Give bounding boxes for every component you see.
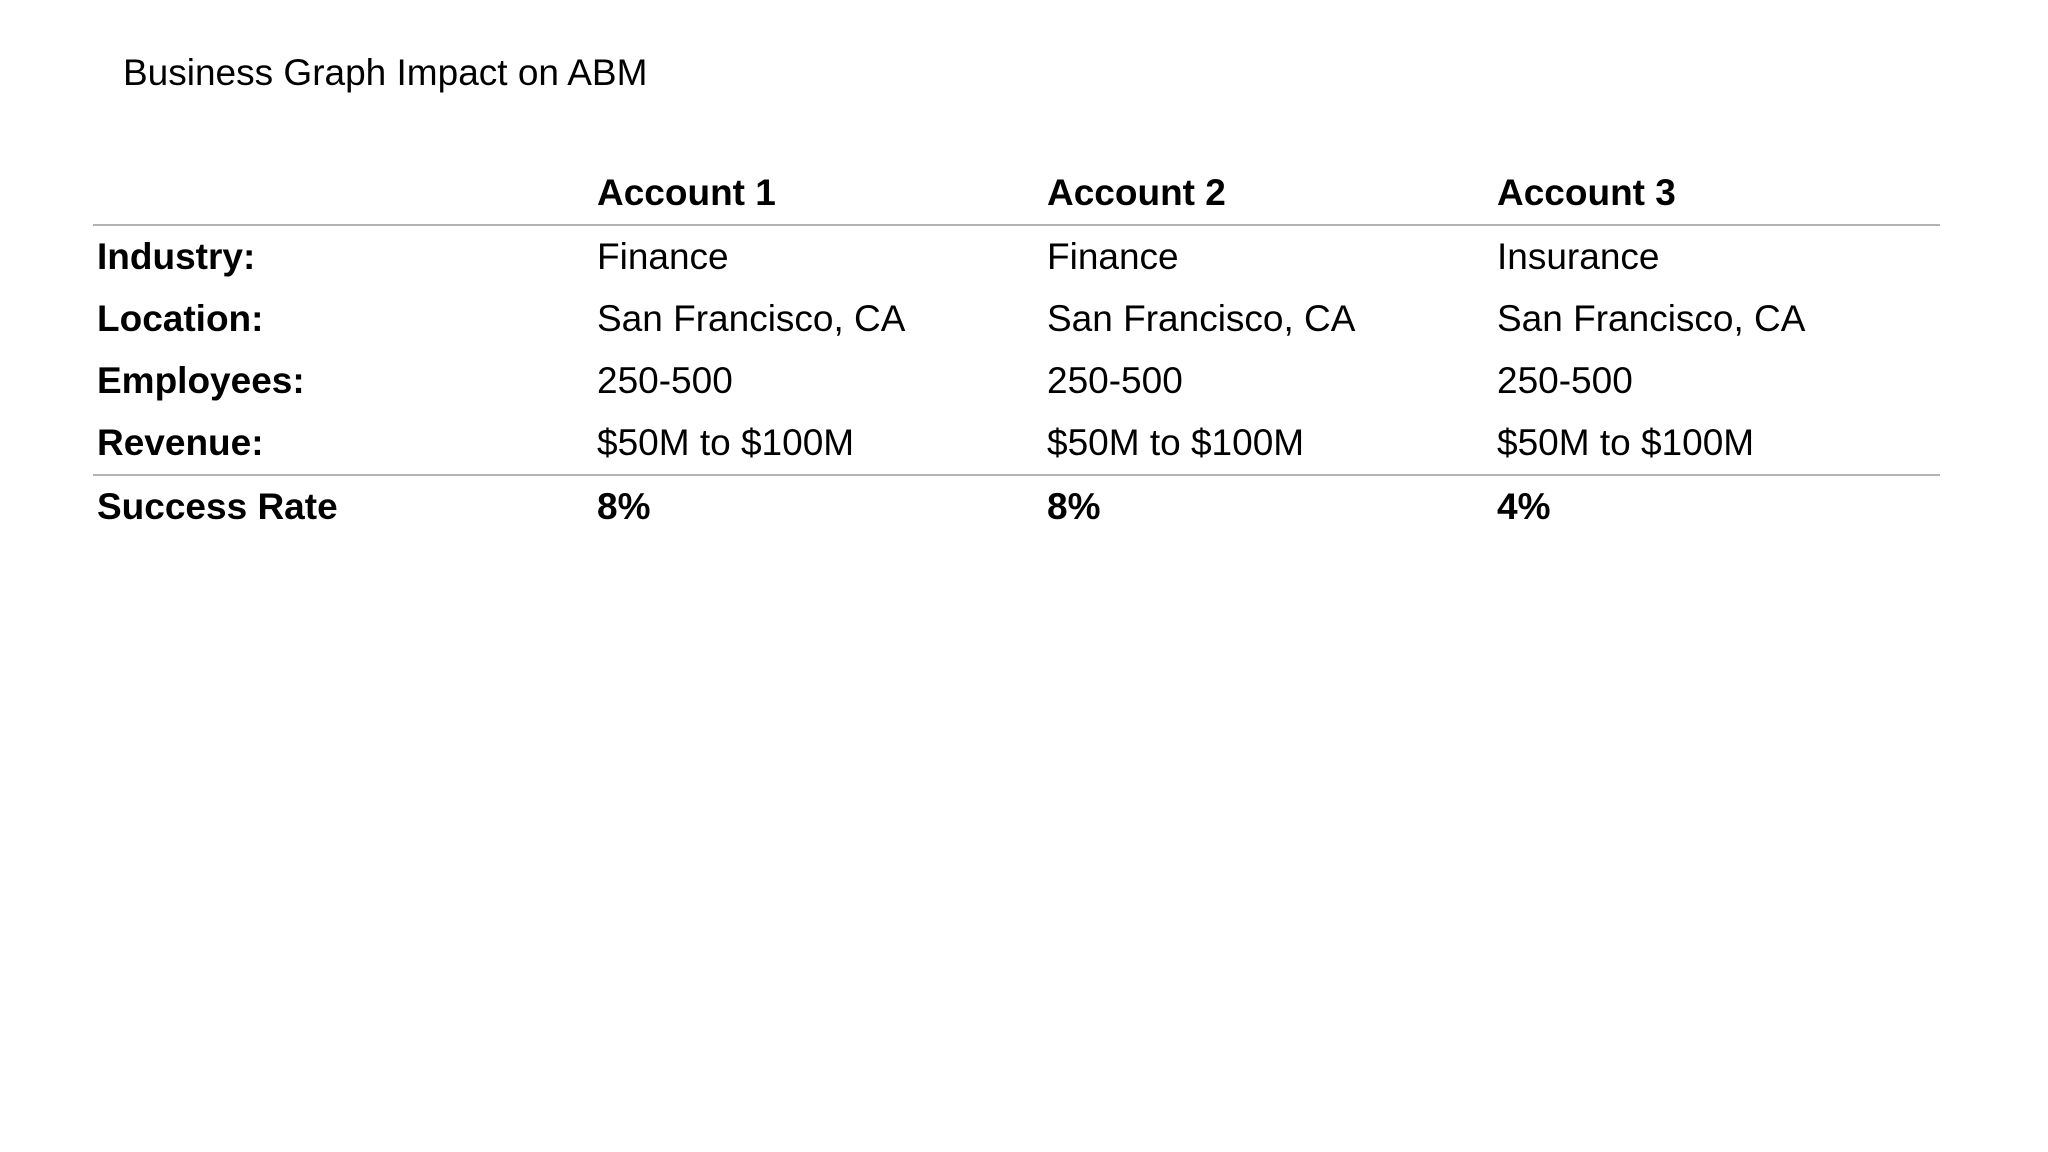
row-label-location: Location: [97, 298, 264, 339]
column-header-account-2: Account 2 [1047, 172, 1226, 213]
employees-account-1: 250-500 [597, 360, 733, 401]
column-header-account-3: Account 3 [1497, 172, 1676, 213]
column-header-account-1: Account 1 [597, 172, 776, 213]
row-label-success-rate: Success Rate [97, 486, 338, 527]
accounts-comparison-table: Account 1 Account 2 Account 3 Industry: … [93, 168, 1940, 538]
location-account-1: San Francisco, CA [597, 298, 906, 339]
table-row-industry: Industry: Finance Finance Insurance [93, 226, 1940, 288]
success-rate-account-2: 8% [1047, 486, 1101, 527]
revenue-account-3: $50M to $100M [1497, 422, 1755, 463]
table-header-row: Account 1 Account 2 Account 3 [93, 168, 1940, 226]
location-account-2: San Francisco, CA [1047, 298, 1356, 339]
table-row-success-rate: Success Rate 8% 8% 4% [93, 474, 1940, 538]
employees-account-3: 250-500 [1497, 360, 1633, 401]
row-label-industry: Industry: [97, 236, 256, 277]
success-rate-account-1: 8% [597, 486, 651, 527]
industry-account-1: Finance [597, 236, 729, 277]
table-row-revenue: Revenue: $50M to $100M $50M to $100M $50… [93, 412, 1940, 474]
industry-account-2: Finance [1047, 236, 1179, 277]
table-row-employees: Employees: 250-500 250-500 250-500 [93, 350, 1940, 412]
employees-account-2: 250-500 [1047, 360, 1183, 401]
success-rate-account-3: 4% [1497, 486, 1551, 527]
row-label-employees: Employees: [97, 360, 305, 401]
table-row-location: Location: San Francisco, CA San Francisc… [93, 288, 1940, 350]
page-title: Business Graph Impact on ABM [123, 52, 648, 93]
revenue-account-2: $50M to $100M [1047, 422, 1305, 463]
revenue-account-1: $50M to $100M [597, 422, 855, 463]
industry-account-3: Insurance [1497, 236, 1660, 277]
row-label-revenue: Revenue: [97, 422, 264, 463]
location-account-3: San Francisco, CA [1497, 298, 1806, 339]
